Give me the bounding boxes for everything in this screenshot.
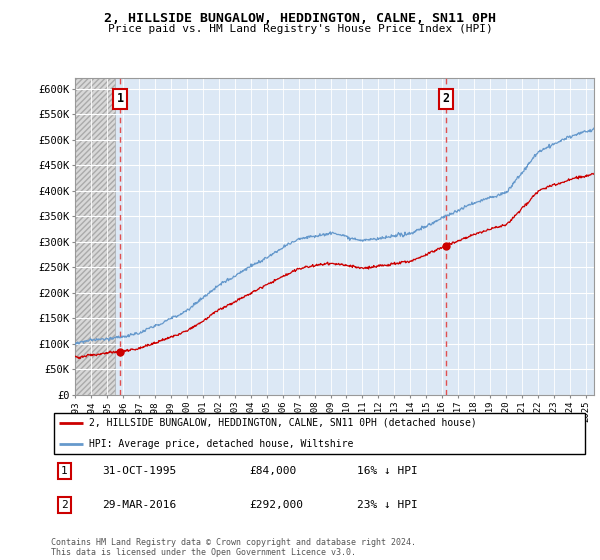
Bar — [75, 78, 115, 395]
Text: 16% ↓ HPI: 16% ↓ HPI — [357, 466, 418, 476]
Text: £292,000: £292,000 — [250, 500, 304, 510]
Text: 29-MAR-2016: 29-MAR-2016 — [102, 500, 176, 510]
Bar — [75, 78, 115, 395]
Text: Price paid vs. HM Land Registry's House Price Index (HPI): Price paid vs. HM Land Registry's House … — [107, 24, 493, 34]
Text: 2, HILLSIDE BUNGALOW, HEDDINGTON, CALNE, SN11 0PH: 2, HILLSIDE BUNGALOW, HEDDINGTON, CALNE,… — [104, 12, 496, 25]
Text: 1: 1 — [116, 92, 124, 105]
Text: Contains HM Land Registry data © Crown copyright and database right 2024.
This d: Contains HM Land Registry data © Crown c… — [51, 538, 416, 557]
Text: 23% ↓ HPI: 23% ↓ HPI — [357, 500, 418, 510]
Text: £84,000: £84,000 — [250, 466, 297, 476]
Text: HPI: Average price, detached house, Wiltshire: HPI: Average price, detached house, Wilt… — [89, 439, 353, 449]
FancyBboxPatch shape — [53, 413, 586, 454]
Text: 2: 2 — [443, 92, 449, 105]
Text: 1: 1 — [61, 466, 68, 476]
Text: 2, HILLSIDE BUNGALOW, HEDDINGTON, CALNE, SN11 0PH (detached house): 2, HILLSIDE BUNGALOW, HEDDINGTON, CALNE,… — [89, 418, 476, 428]
Text: 2: 2 — [61, 500, 68, 510]
Text: 31-OCT-1995: 31-OCT-1995 — [102, 466, 176, 476]
